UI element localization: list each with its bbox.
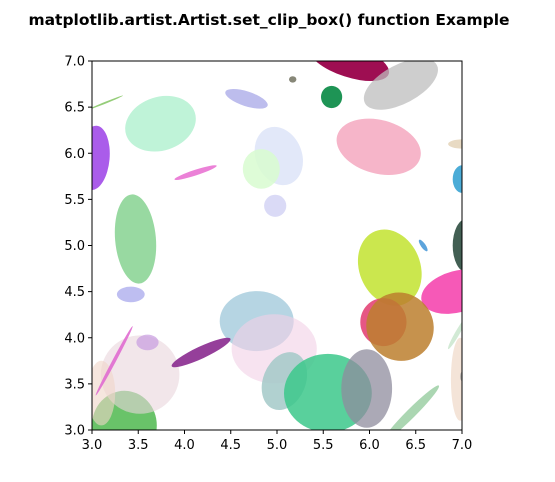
ellipse-8: [92, 95, 124, 110]
ellipse-6: [114, 194, 157, 284]
ellipse-2: [92, 360, 116, 426]
y-axis: 3.0 3.5 4.0 4.5 5.0 5.5 6.0 6.5 7.0: [64, 55, 92, 439]
ellipse-28: [447, 317, 462, 350]
ellipse-20: [448, 139, 462, 149]
ellipse-22: [418, 239, 428, 252]
ellipse-4: [136, 334, 159, 351]
y-tick-label: 5.0: [64, 239, 85, 254]
x-tick-label: 5.0: [267, 438, 288, 453]
x-tick-label: 4.0: [174, 438, 195, 453]
ellipse-14: [309, 61, 390, 81]
ellipse-12: [289, 76, 297, 83]
ellipse-layer: [92, 61, 462, 430]
x-tick-label: 4.5: [220, 438, 241, 453]
ellipse-17: [242, 149, 280, 189]
ellipse-25: [421, 269, 462, 314]
x-tick-label: 3.0: [82, 438, 103, 453]
y-tick-label: 6.5: [64, 101, 85, 116]
ellipse-10: [174, 165, 217, 180]
ellipse-36: [450, 337, 462, 421]
ellipse-21: [452, 165, 462, 193]
x-tick-label: 7.0: [452, 438, 473, 453]
ellipse-27: [366, 292, 434, 361]
ellipse-31: [171, 337, 231, 368]
y-tick-label: 3.5: [64, 377, 85, 392]
x-tick-label: 6.5: [405, 438, 426, 453]
ellipse-35: [383, 385, 440, 430]
y-tick-label: 6.0: [64, 147, 85, 162]
x-axis: 3.0 3.5 4.0 4.5 5.0 5.5 6.0 6.5 7.0: [82, 430, 473, 453]
y-tick-label: 7.0: [64, 55, 85, 70]
ellipse-13: [321, 85, 343, 109]
ellipse-3: [95, 326, 133, 396]
ellipse-19: [336, 118, 421, 175]
ellipse-7: [92, 125, 110, 191]
ellipse-9: [125, 95, 196, 152]
ellipse-5: [116, 286, 145, 303]
x-tick-label: 6.0: [359, 438, 380, 453]
ellipse-18: [264, 194, 287, 217]
chart-title: matplotlib.artist.Artist.set_clip_box() …: [28, 11, 509, 29]
y-tick-label: 3.0: [64, 424, 85, 439]
y-tick-label: 4.5: [64, 285, 85, 300]
ellipse-11: [225, 88, 268, 109]
ellipse-15: [363, 61, 438, 110]
ellipse-24: [357, 229, 422, 306]
x-tick-label: 3.5: [128, 438, 149, 453]
x-tick-label: 5.5: [313, 438, 334, 453]
ellipse-23: [452, 220, 462, 271]
ellipse-34: [341, 349, 393, 428]
ellipse-1: [100, 335, 180, 414]
y-tick-label: 4.0: [64, 331, 85, 346]
y-tick-label: 5.5: [64, 193, 85, 208]
